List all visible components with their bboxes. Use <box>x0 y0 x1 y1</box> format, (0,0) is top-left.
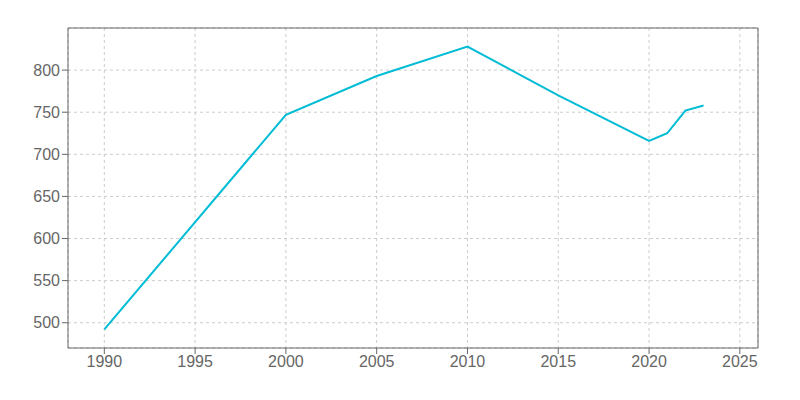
svg-text:2020: 2020 <box>631 353 667 370</box>
svg-text:800: 800 <box>33 62 60 79</box>
svg-text:1995: 1995 <box>177 353 213 370</box>
svg-text:1990: 1990 <box>87 353 123 370</box>
svg-text:2025: 2025 <box>722 353 758 370</box>
svg-text:750: 750 <box>33 104 60 121</box>
svg-text:650: 650 <box>33 188 60 205</box>
svg-text:2000: 2000 <box>268 353 304 370</box>
svg-text:700: 700 <box>33 146 60 163</box>
svg-text:2005: 2005 <box>359 353 395 370</box>
svg-text:2015: 2015 <box>540 353 576 370</box>
svg-text:550: 550 <box>33 272 60 289</box>
svg-text:2010: 2010 <box>450 353 486 370</box>
svg-text:500: 500 <box>33 314 60 331</box>
svg-text:600: 600 <box>33 230 60 247</box>
